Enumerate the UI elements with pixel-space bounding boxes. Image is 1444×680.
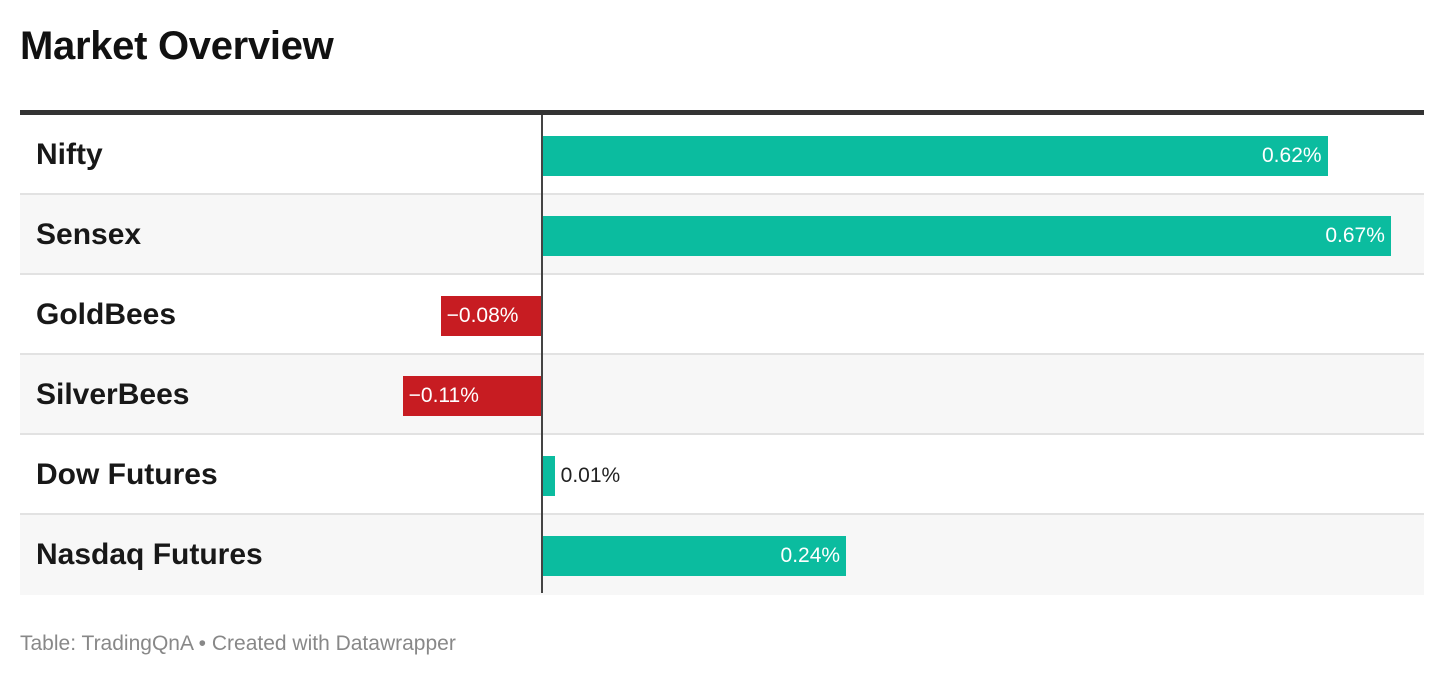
value-label: 0.24% (780, 544, 841, 567)
table-row-nifty: Nifty 0.62% (20, 115, 1424, 195)
bar-nifty (542, 136, 1328, 176)
datawrapper-credit[interactable]: Created with Datawrapper (211, 632, 456, 655)
chart-footer: Table: TradingQnA • Created with Datawra… (20, 632, 456, 656)
source-prefix: Table: (20, 632, 77, 655)
value-label: 0.01% (560, 464, 621, 487)
value-label: −0.08% (446, 304, 519, 327)
zero-axis-line (541, 115, 543, 593)
bar-sensex (542, 216, 1391, 256)
bar-silverbees (402, 376, 542, 416)
row-label: SilverBees (36, 378, 190, 411)
row-label: GoldBees (36, 298, 177, 331)
row-label: Sensex (36, 218, 142, 251)
value-label: −0.11% (408, 384, 479, 407)
source-link[interactable]: TradingQnA (81, 632, 193, 655)
value-label: 0.62% (1262, 144, 1322, 167)
bar-table: Nifty 0.62% Sensex 0.67% GoldBees −0.08% Silve… (20, 115, 1424, 595)
row-label: Dow Futures (36, 458, 218, 491)
value-label: 0.67% (1325, 224, 1385, 247)
chart-title: Market Overview (20, 24, 334, 68)
bar-nasdaq-futures (542, 536, 847, 576)
footer-separator: • (198, 632, 207, 655)
header-rule (20, 110, 1424, 115)
table-row-dow-futures: Dow Futures 0.01% (20, 435, 1424, 515)
table-row-silverbees: SilverBees −0.11% (20, 355, 1424, 435)
row-label: Nifty (36, 138, 103, 171)
table-row-sensex: Sensex 0.67% (20, 195, 1424, 275)
bar-dow-futures (542, 456, 555, 496)
bar-goldbees (440, 296, 542, 336)
table-row-nasdaq-futures: Nasdaq Futures 0.24% (20, 515, 1424, 595)
row-label: Nasdaq Futures (36, 538, 263, 571)
table-row-goldbees: GoldBees −0.08% (20, 275, 1424, 355)
